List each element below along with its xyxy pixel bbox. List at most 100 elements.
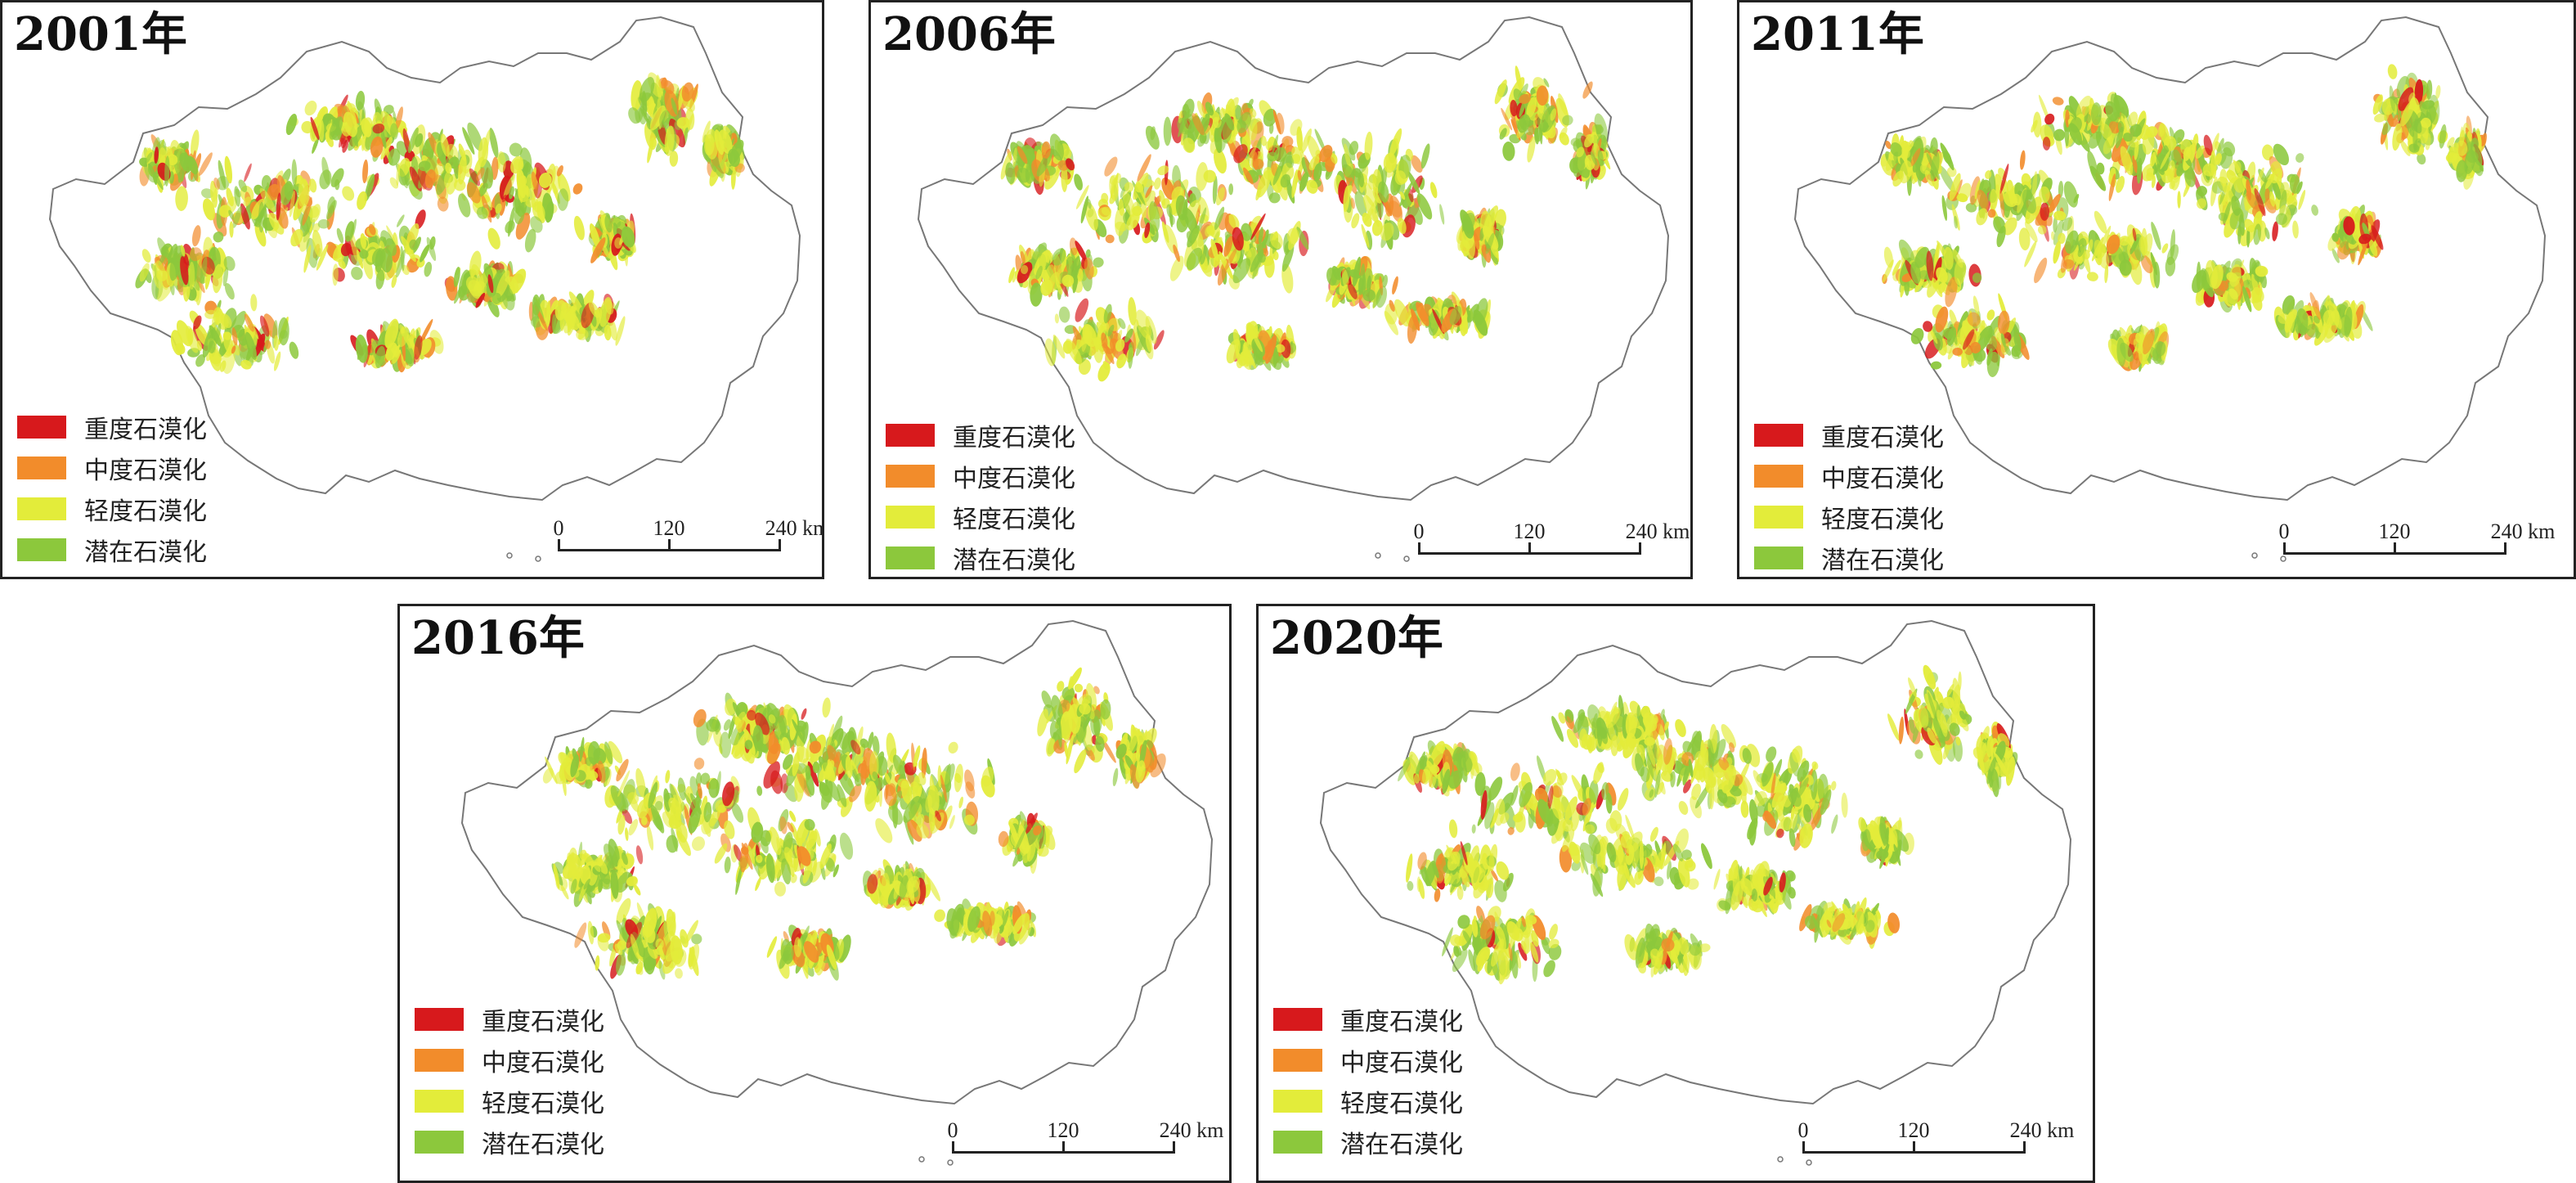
desertification-patch bbox=[700, 772, 711, 785]
desertification-patch bbox=[1101, 206, 1112, 216]
desertification-patch bbox=[1952, 347, 1963, 356]
desertification-patch bbox=[948, 741, 958, 754]
desertification-patch bbox=[1173, 244, 1180, 263]
desertification-patch bbox=[350, 232, 359, 262]
desertification-patch bbox=[659, 110, 671, 128]
desertification-patch bbox=[1392, 276, 1398, 295]
desertification-patch bbox=[1940, 142, 1954, 171]
desertification-patch bbox=[1074, 173, 1083, 191]
desertification-patch bbox=[240, 203, 250, 230]
desertification-patch bbox=[209, 248, 216, 257]
desertification-patch bbox=[705, 128, 719, 160]
desertification-patch bbox=[1923, 321, 1933, 332]
desertification-patch bbox=[1228, 214, 1240, 229]
desertification-patch bbox=[219, 360, 227, 372]
desertification-patch bbox=[1362, 289, 1376, 302]
desertification-patch bbox=[677, 777, 686, 801]
desertification-patch bbox=[2390, 118, 2399, 128]
desertification-patch bbox=[332, 243, 344, 261]
desertification-patch bbox=[2246, 227, 2251, 248]
desertification-patch bbox=[1954, 259, 1967, 286]
desertification-patch bbox=[1361, 223, 1370, 249]
desertification-patch bbox=[949, 815, 955, 830]
desertification-patch bbox=[2184, 169, 2196, 180]
desertification-patch bbox=[2091, 236, 2104, 262]
legend-label: 轻度石漠化 bbox=[84, 497, 207, 526]
desertification-patch bbox=[2368, 239, 2378, 257]
desertification-patch bbox=[1936, 267, 1948, 283]
desertification-patch bbox=[2134, 140, 2139, 160]
desertification-patch bbox=[2289, 173, 2300, 194]
desertification-patch bbox=[1268, 123, 1274, 134]
desertification-patch bbox=[2331, 248, 2340, 263]
legend-swatch bbox=[886, 465, 935, 488]
desertification-patch bbox=[875, 818, 893, 843]
desertification-patch bbox=[2161, 243, 2169, 254]
desertification-patch bbox=[1494, 79, 1507, 105]
desertification-patch bbox=[2389, 85, 2395, 112]
desertification-patch bbox=[1286, 227, 1299, 244]
desertification-patch bbox=[1272, 134, 1279, 153]
legend-label: 轻度石漠化 bbox=[1821, 506, 1944, 534]
desertification-patch bbox=[2177, 191, 2181, 209]
desertification-patch bbox=[1075, 241, 1088, 263]
desertification-patch bbox=[2024, 221, 2038, 243]
desertification-patch bbox=[1192, 113, 1205, 136]
desertification-patch bbox=[380, 136, 393, 160]
desertification-patch bbox=[409, 239, 418, 250]
desertification-patch bbox=[2128, 111, 2138, 127]
karst-map bbox=[917, 16, 1670, 562]
desertification-patch bbox=[2400, 100, 2415, 127]
desertification-patch bbox=[478, 137, 489, 168]
desertification-patch bbox=[1342, 164, 1353, 178]
desertification-patch bbox=[1186, 247, 1203, 271]
desertification-patch bbox=[1986, 309, 1995, 321]
legend-item: 轻度石漠化 bbox=[886, 497, 1075, 538]
desertification-patch bbox=[364, 173, 375, 202]
desertification-patch bbox=[2086, 272, 2098, 281]
desertification-patch bbox=[1449, 305, 1462, 326]
desertification-patch bbox=[2309, 292, 2321, 321]
desertification-patch bbox=[837, 784, 847, 807]
desertification-patch bbox=[1929, 328, 1938, 344]
desertification-patch bbox=[2456, 140, 2468, 156]
desertification-patch bbox=[1996, 225, 2006, 248]
desertification-patch bbox=[1399, 182, 1413, 207]
desertification-patch bbox=[1214, 206, 1225, 231]
desertification-patch bbox=[702, 120, 711, 143]
desertification-patch bbox=[1562, 115, 1573, 126]
scale-tick bbox=[558, 539, 560, 551]
legend-swatch bbox=[886, 506, 935, 529]
desertification-patch bbox=[1485, 232, 1495, 254]
desertification-patch bbox=[1538, 123, 1543, 145]
desertification-patch bbox=[1930, 137, 1938, 156]
desertification-patch bbox=[599, 297, 613, 327]
desertification-patch bbox=[711, 155, 725, 178]
desertification-patch bbox=[2255, 265, 2269, 277]
desertification-patch bbox=[2114, 92, 2120, 118]
desertification-patch bbox=[1101, 332, 1108, 349]
desertification-patch bbox=[1241, 223, 1252, 241]
desertification-patch bbox=[886, 732, 896, 763]
desertification-patch bbox=[285, 113, 298, 136]
desertification-patch bbox=[330, 168, 344, 187]
desertification-patch bbox=[515, 212, 531, 240]
desertification-patch bbox=[1389, 128, 1402, 158]
desertification-patch bbox=[1466, 304, 1479, 323]
desertification-patch bbox=[476, 206, 488, 219]
desertification-patch bbox=[1394, 170, 1407, 186]
desertification-patch bbox=[1297, 170, 1302, 181]
desertification-patch bbox=[822, 697, 831, 718]
legend-item: 重度石漠化 bbox=[1754, 415, 1944, 456]
desertification-patch bbox=[466, 182, 481, 204]
desertification-patch bbox=[1016, 167, 1030, 183]
desertification-patch bbox=[139, 263, 150, 282]
desertification-patch bbox=[1573, 148, 1586, 178]
desertification-patch bbox=[958, 796, 963, 809]
desertification-patch bbox=[2090, 102, 2102, 126]
desertification-patch bbox=[419, 318, 433, 345]
desertification-patch bbox=[384, 318, 399, 349]
karst-map bbox=[48, 16, 801, 562]
desertification-patch bbox=[1986, 348, 1993, 367]
desertification-patch bbox=[476, 167, 485, 182]
